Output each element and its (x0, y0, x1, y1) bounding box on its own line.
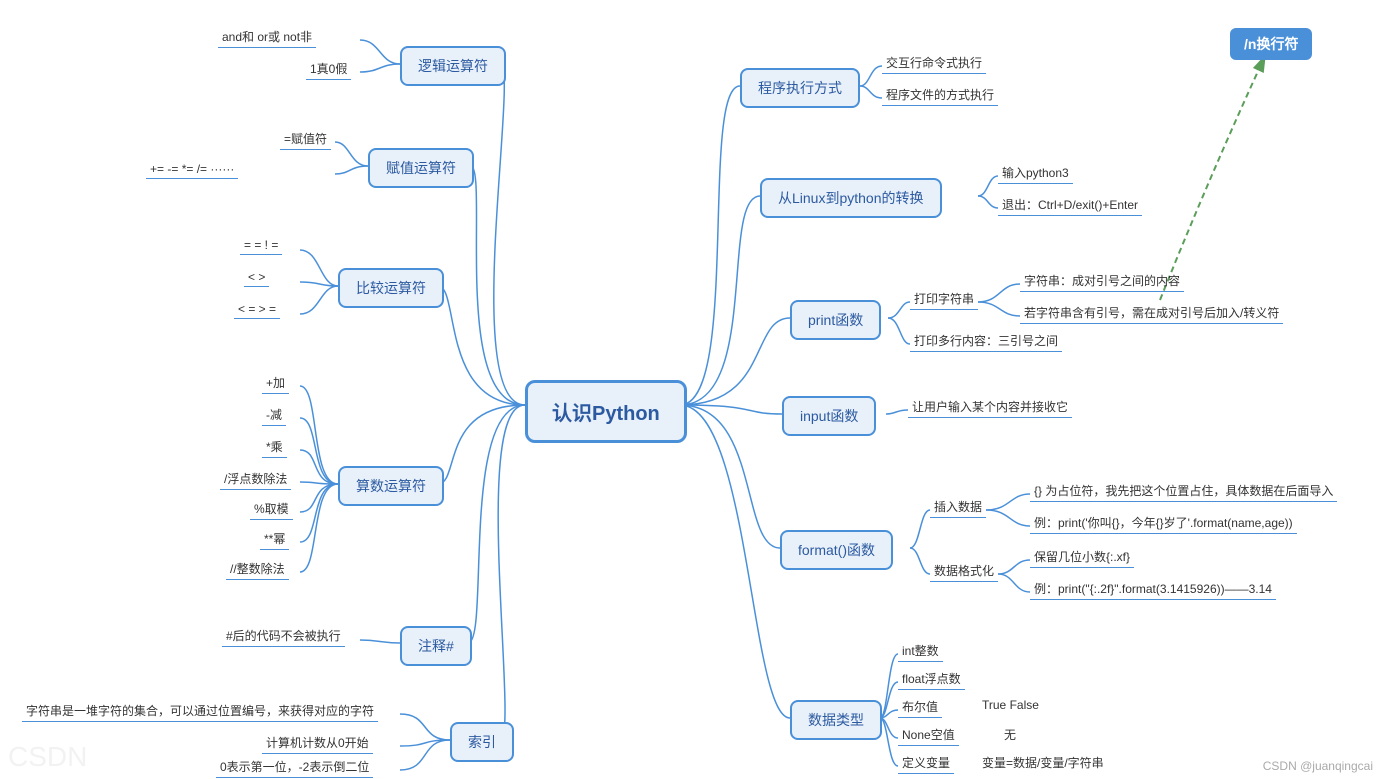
leaf-dtype-1: float浮点数 (898, 668, 965, 690)
leaf-print-0: 打印字符串 (910, 288, 978, 310)
watermark-right: CSDN @juanqingcai (1263, 759, 1373, 773)
subleaf-format-0-0: {} 为占位符，我先把这个位置占住，具体数据在后面导入 (1030, 480, 1337, 502)
branch-compare: 比较运算符 (338, 268, 444, 308)
leaf-format-0: 插入数据 (930, 496, 986, 518)
leaf-print-1: 打印多行内容：三引号之间 (910, 330, 1062, 352)
subleaf-format-1-1: 例：print("{:.2f}".format(3.1415926))——3.1… (1030, 578, 1276, 600)
branch-arith: 算数运算符 (338, 466, 444, 506)
subleaf-print-0-1: 若字符串含有引号，需在成对引号后加入/转义符 (1020, 302, 1283, 324)
branch-comment: 注释# (400, 626, 472, 666)
leaf-compare-1: < > (244, 268, 269, 287)
leaf-index-1: 计算机计数从0开始 (262, 732, 373, 754)
leaf-arith-1: -减 (262, 404, 286, 426)
leaf-linux-0: 输入python3 (998, 162, 1073, 184)
branch-linux: 从Linux到python的转换 (760, 178, 942, 218)
leaf-linux-1: 退出：Ctrl+D/exit()+Enter (998, 194, 1142, 216)
leaf-arith-2: *乘 (262, 436, 287, 458)
leaf-extra-dtype-2: True False (978, 696, 1043, 714)
leaf-format-1: 数据格式化 (930, 560, 998, 582)
watermark-left: CSDN (8, 741, 87, 773)
branch-print: print函数 (790, 300, 881, 340)
leaf-input-0: 让用户输入某个内容并接收它 (908, 396, 1072, 418)
leaf-exec-0: 交互行命令式执行 (882, 52, 986, 74)
leaf-dtype-3: None空值 (898, 724, 959, 746)
leaf-logic-0: and和 or或 not非 (218, 26, 316, 48)
branch-assign: 赋值运算符 (368, 148, 474, 188)
subleaf-print-0-0: 字符串：成对引号之间的内容 (1020, 270, 1184, 292)
leaf-exec-1: 程序文件的方式执行 (882, 84, 998, 106)
subleaf-format-0-1: 例：print('你叫{}，今年{}岁了'.format(name,age)) (1030, 512, 1297, 534)
leaf-extra-dtype-4: 变量=数据/变量/字符串 (978, 752, 1108, 773)
mindmap-edges (0, 0, 1385, 779)
leaf-extra-dtype-3: 无 (1000, 724, 1020, 745)
branch-format: format()函数 (780, 530, 893, 570)
branch-index: 索引 (450, 722, 514, 762)
leaf-compare-2: < = > = (234, 300, 280, 319)
leaf-dtype-4: 定义变量 (898, 752, 954, 774)
leaf-arith-3: /浮点数除法 (220, 468, 291, 490)
callout-newline: /n换行符 (1230, 28, 1312, 60)
leaf-assign-1: += -= *= /= ······ (146, 160, 238, 179)
root-node: 认识Python (525, 380, 687, 443)
leaf-arith-5: **幂 (260, 528, 289, 550)
branch-exec: 程序执行方式 (740, 68, 860, 108)
leaf-comment-0: #后的代码不会被执行 (222, 625, 345, 647)
leaf-compare-0: = = ! = (240, 236, 282, 255)
leaf-index-2: 0表示第一位，-2表示倒二位 (216, 756, 373, 778)
leaf-dtype-0: int整数 (898, 640, 943, 662)
branch-input: input函数 (782, 396, 876, 436)
leaf-assign-0: =赋值符 (280, 128, 331, 150)
leaf-arith-0: +加 (262, 372, 289, 394)
leaf-logic-1: 1真0假 (306, 58, 351, 80)
leaf-arith-6: //整数除法 (226, 558, 289, 580)
branch-dtype: 数据类型 (790, 700, 882, 740)
leaf-dtype-2: 布尔值 (898, 696, 942, 718)
branch-logic: 逻辑运算符 (400, 46, 506, 86)
subleaf-format-1-0: 保留几位小数{:.xf} (1030, 546, 1134, 568)
leaf-arith-4: %取模 (250, 498, 293, 520)
leaf-index-0: 字符串是一堆字符的集合，可以通过位置编号，来获得对应的字符 (22, 700, 378, 722)
